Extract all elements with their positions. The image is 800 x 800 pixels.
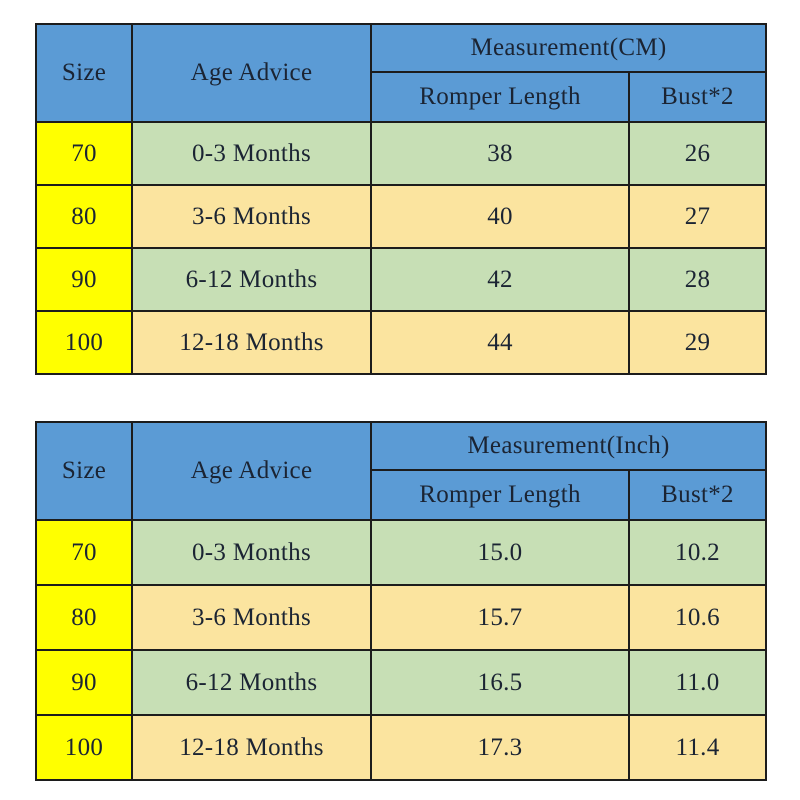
size-cell: 80 (35, 584, 133, 651)
romper-length-cell: 15.0 (370, 519, 630, 586)
size-cell: 70 (35, 519, 133, 586)
age-cell: 12-18 Months (131, 714, 372, 781)
table-row: 70 0-3 Months 15.0 10.2 (35, 519, 768, 586)
romper-length-cell: 44 (370, 310, 630, 375)
age-cell: 6-12 Months (131, 649, 372, 716)
size-column-header: Size (35, 23, 133, 123)
romper-length-column-header: Romper Length (370, 71, 630, 123)
bust-cell: 29 (628, 310, 767, 375)
table-row: 90 6-12 Months 16.5 11.0 (35, 649, 768, 716)
size-cell: 80 (35, 184, 133, 249)
bust-cell: 10.2 (627, 519, 768, 586)
size-column-header: Size (35, 421, 133, 521)
header-subrow: Romper Length Bust*2 (36, 469, 768, 521)
measurement-cm-group-header: Measurement(CM) (370, 23, 767, 73)
romper-length-cell: 16.5 (370, 649, 630, 716)
size-cell: 70 (35, 121, 133, 186)
table-row: 90 6-12 Months 42 28 (35, 247, 767, 312)
bust-column-header: Bust*2 (627, 469, 768, 521)
bust-cell: 10.6 (627, 584, 768, 651)
age-cell: 0-3 Months (131, 121, 372, 186)
header-row: Size Age Advice Measurement(Inch) (35, 421, 768, 521)
bust-cell: 26 (628, 121, 767, 186)
age-cell: 3-6 Months (131, 584, 372, 651)
age-cell: 0-3 Months (131, 519, 372, 586)
romper-length-cell: 42 (370, 247, 630, 312)
table-row: 80 3-6 Months 40 27 (35, 184, 767, 249)
bust-cell: 11.4 (627, 714, 768, 781)
header-row: Size Age Advice Measurement(CM) (35, 23, 767, 123)
romper-length-cell: 17.3 (370, 714, 630, 781)
size-table-inch: Size Age Advice Measurement(Inch) Romper… (35, 421, 768, 781)
table-row: 80 3-6 Months 15.7 10.6 (35, 584, 768, 651)
table-row: 100 12-18 Months 17.3 11.4 (35, 714, 768, 781)
bust-cell: 11.0 (627, 649, 768, 716)
age-advice-column-header: Age Advice (131, 421, 372, 521)
age-cell: 6-12 Months (131, 247, 372, 312)
size-table-cm: Size Age Advice Measurement(CM) Romper L… (35, 23, 767, 375)
romper-length-column-header: Romper Length (370, 469, 630, 521)
age-advice-column-header: Age Advice (131, 23, 372, 123)
size-cell: 90 (35, 649, 133, 716)
age-cell: 12-18 Months (131, 310, 372, 375)
romper-length-cell: 38 (370, 121, 630, 186)
size-cell: 100 (35, 310, 133, 375)
size-cell: 100 (35, 714, 133, 781)
age-cell: 3-6 Months (131, 184, 372, 249)
romper-length-cell: 40 (370, 184, 630, 249)
size-cell: 90 (35, 247, 133, 312)
header-subrow: Romper Length Bust*2 (36, 71, 767, 123)
bust-cell: 27 (628, 184, 767, 249)
romper-length-cell: 15.7 (370, 584, 630, 651)
table-row: 70 0-3 Months 38 26 (35, 121, 767, 186)
table-row: 100 12-18 Months 44 29 (35, 310, 767, 375)
bust-cell: 28 (628, 247, 767, 312)
bust-column-header: Bust*2 (628, 71, 767, 123)
measurement-inch-group-header: Measurement(Inch) (369, 421, 768, 471)
